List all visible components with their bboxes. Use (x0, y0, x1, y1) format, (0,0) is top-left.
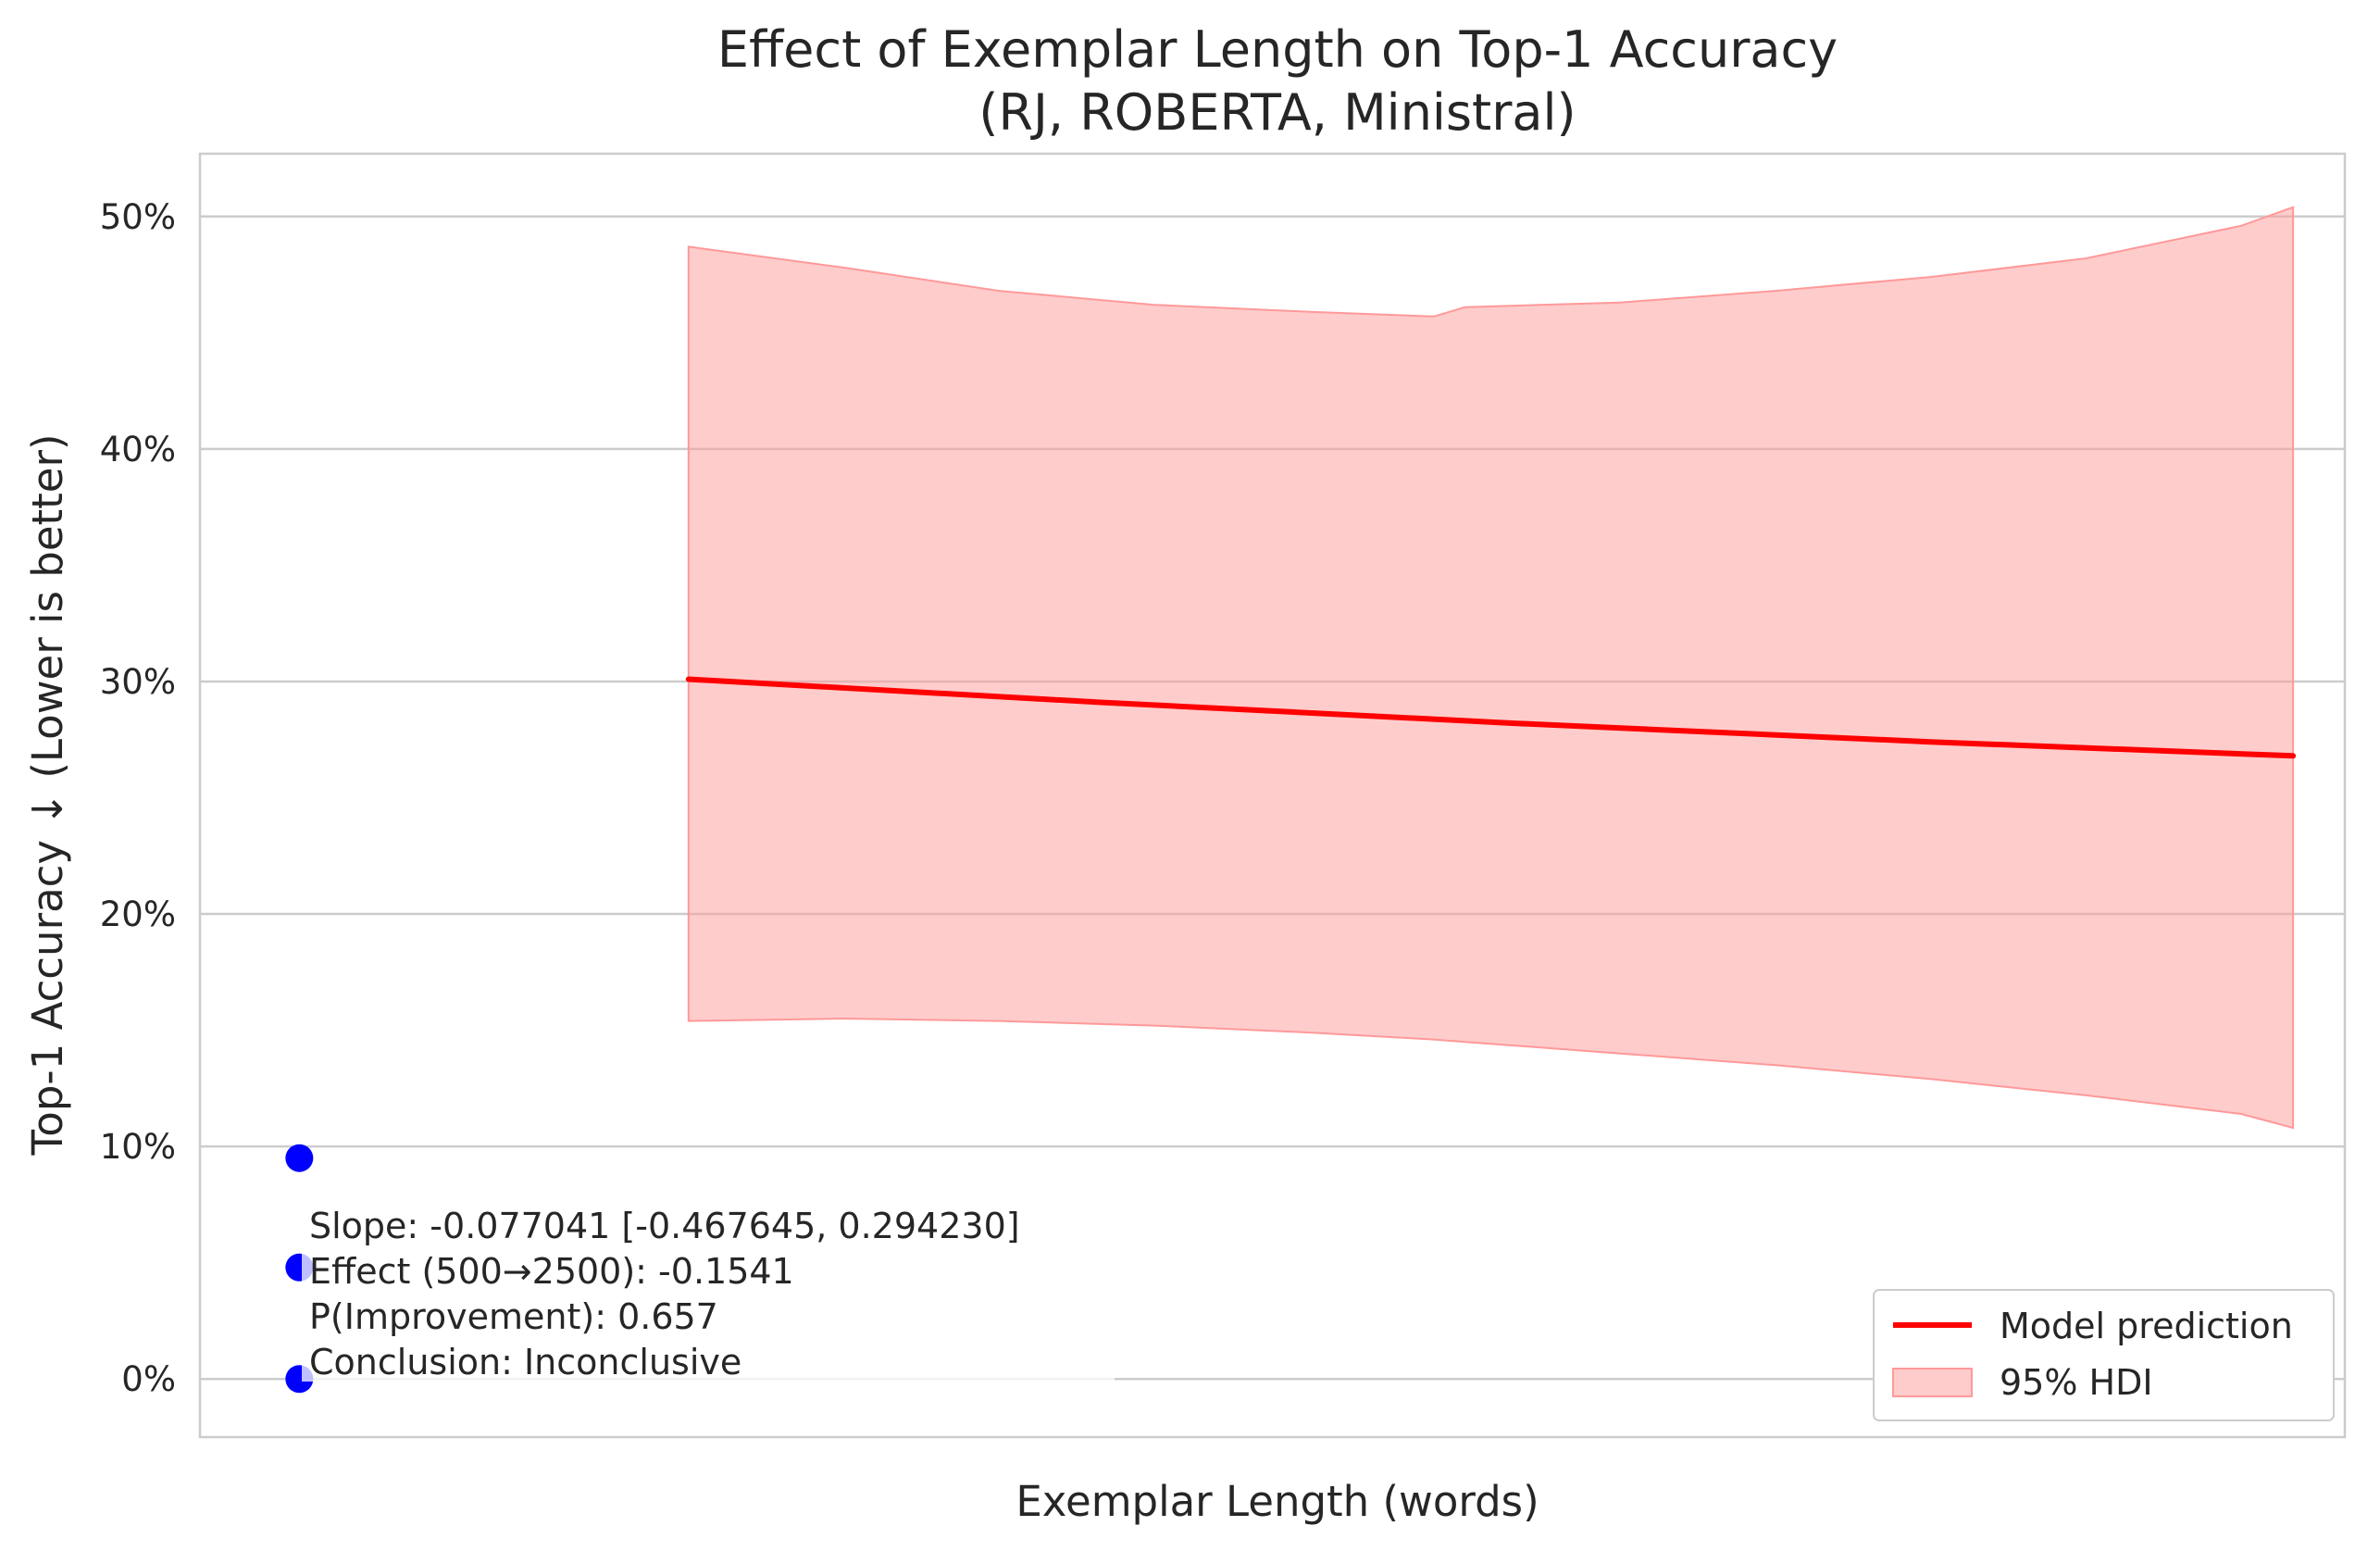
legend-hdi-swatch (1892, 1368, 1973, 1397)
prediction-layer (685, 676, 2297, 759)
hdi-layer (687, 206, 2295, 1130)
legend-box (1873, 1289, 2335, 1421)
annotation-text: Slope: -0.077041 [-0.467645, 0.294230] Ef… (309, 1206, 1020, 1382)
y-tick-label: 30% (100, 662, 176, 702)
x-axis-label: Exemplar Length (words) (1016, 1477, 1539, 1526)
y-tick-labels: 0% 10% 20% 30% 40% 50% (100, 197, 176, 1399)
legend: Model prediction 95% HDI (1873, 1289, 2335, 1421)
legend-prediction-label: Model prediction (2000, 1306, 2293, 1346)
observed-point (285, 1144, 314, 1172)
y-axis-label: Top-1 Accuracy ↓ (Lower is better) (23, 433, 72, 1156)
y-tick-label: 40% (100, 430, 176, 469)
annotation-line: Effect (500→2500): -0.1541 (309, 1251, 794, 1292)
chart-title: Effect of Exemplar Length on Top-1 Accur… (717, 20, 1838, 79)
chart-subtitle: (RJ, ROBERTA, Ministral) (978, 83, 1576, 142)
prediction-line (685, 676, 2297, 759)
annotation-box (302, 1195, 1115, 1382)
y-tick-label: 50% (100, 197, 176, 237)
hdi-band (687, 206, 2295, 1130)
y-tick-label: 10% (100, 1127, 176, 1167)
y-tick-label: 0% (121, 1359, 176, 1399)
plot-frame (198, 152, 2347, 1439)
legend-hdi-label: 95% HDI (2000, 1362, 2153, 1403)
annotation-line: P(Improvement): 0.657 (309, 1296, 718, 1337)
annotation-line: Conclusion: Inconclusive (309, 1342, 741, 1382)
annotation-line: Slope: -0.077041 [-0.467645, 0.294230] (309, 1206, 1020, 1246)
y-tick-label: 20% (100, 894, 176, 934)
